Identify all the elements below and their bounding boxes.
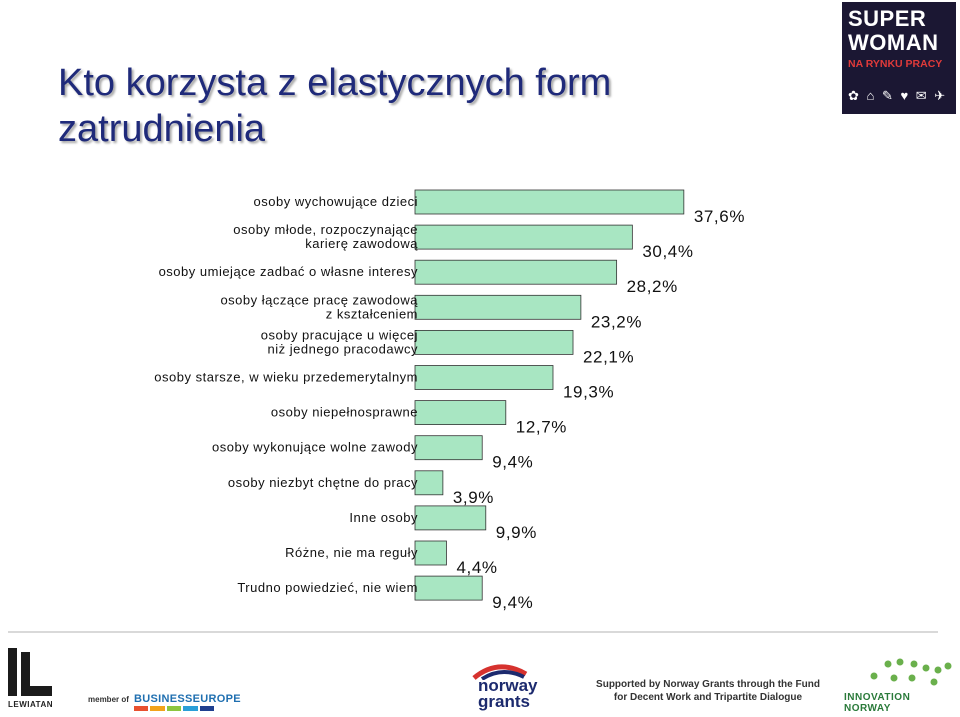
bar-11 xyxy=(414,575,483,601)
value-label-8: 3,9% xyxy=(453,488,494,507)
norway-grants-word-2: grants xyxy=(478,692,530,711)
category-label-1-0: osoby młode, rozpoczynające xyxy=(233,222,418,237)
value-label-5: 19,3% xyxy=(563,383,614,402)
category-label-9: Inne osoby xyxy=(349,510,418,525)
value-label-7: 9,4% xyxy=(492,453,533,472)
bar-1 xyxy=(414,224,633,250)
logo-line-2: WOMAN xyxy=(848,30,939,55)
value-label-3: 23,2% xyxy=(591,312,642,331)
bar-6 xyxy=(414,400,507,426)
bar-chart: osoby wychowujące dzieci 37,6% osoby młode… xyxy=(154,189,745,612)
superwoman-logo: SUPER WOMAN NA RYNKU PRACY ✿ ⌂ ✎ ♥ ✉ ✈ xyxy=(842,2,956,114)
bar-5 xyxy=(414,365,554,390)
bar-8 xyxy=(414,470,444,496)
logo-icons: ✿ ⌂ ✎ ♥ ✉ ✈ xyxy=(848,88,948,103)
footer-divider xyxy=(8,631,938,633)
logo-line-1: SUPER xyxy=(848,6,927,31)
businesseurope-bars xyxy=(134,706,215,711)
bar-0 xyxy=(414,189,685,215)
bar-4 xyxy=(414,329,574,355)
value-label-0: 37,6% xyxy=(694,207,745,226)
value-label-9: 9,9% xyxy=(496,523,537,542)
bar-7 xyxy=(414,435,483,461)
category-label-4-0: osoby pracujące u więcej xyxy=(261,327,418,342)
category-label-3-1: z kształceniem xyxy=(326,306,418,321)
category-label-7: osoby wykonujące wolne zawody xyxy=(212,440,418,455)
value-label-1: 30,4% xyxy=(642,242,693,261)
bar-10 xyxy=(414,540,447,566)
value-label-6: 12,7% xyxy=(516,418,567,437)
lewiatan-mark-icon xyxy=(8,648,52,696)
lewiatan-text: LEWIATAN xyxy=(8,700,54,709)
category-label-5: osoby starsze, w wieku przedemerytalnym xyxy=(154,370,418,385)
norway-grants-logo: norway grants xyxy=(470,660,550,712)
logo-line-3: NA RYNKU PRACY xyxy=(848,58,943,70)
category-label-4-1: niż jednego pracodawcy xyxy=(268,341,418,356)
lewiatan-logo: LEWIATAN xyxy=(8,648,58,710)
businesseurope-logo: BUSINESSEUROPE xyxy=(134,693,241,705)
page-title: Kto korzysta z elastycznych form zatrudn… xyxy=(58,62,612,150)
innovation-text-2: NORWAY xyxy=(844,703,891,714)
bar-2 xyxy=(414,259,618,285)
supported-by-text: Supported by Norway Grants through the F… xyxy=(588,678,828,704)
innovation-norway-logo: INNOVATION NORWAY xyxy=(844,656,956,714)
value-label-4: 22,1% xyxy=(583,347,634,366)
category-label-6: osoby niepełnosprawne xyxy=(271,405,418,420)
member-of-text: member of xyxy=(88,695,129,704)
category-label-3-0: osoby łączące pracę zawodową xyxy=(220,292,418,307)
value-label-2: 28,2% xyxy=(627,277,678,296)
category-label-2: osoby umiejące zadbać o własne interesy xyxy=(159,264,418,279)
bar-9 xyxy=(414,505,487,531)
norway-grants-arc-icon xyxy=(472,664,528,680)
bar-3 xyxy=(414,294,582,320)
category-label-0: osoby wychowujące dzieci xyxy=(254,194,418,209)
innovation-text-1: INNOVATION xyxy=(844,692,911,703)
category-label-8: osoby niezbyt chętne do pracy xyxy=(228,475,418,490)
norway-grants-word-1: norway xyxy=(478,676,538,695)
value-label-10: 4,4% xyxy=(456,558,497,577)
innovation-dots-icon xyxy=(870,658,952,686)
category-label-11: Trudno powiedzieć, nie wiem xyxy=(237,580,418,595)
category-label-1-1: karierę zawodową xyxy=(305,236,418,251)
category-label-10: Różne, nie ma reguły xyxy=(285,545,418,560)
supported-line-1: Supported by Norway Grants through the F… xyxy=(596,679,820,690)
supported-line-2: for Decent Work and Tripartite Dialogue xyxy=(613,692,803,703)
value-label-11: 9,4% xyxy=(492,593,533,612)
